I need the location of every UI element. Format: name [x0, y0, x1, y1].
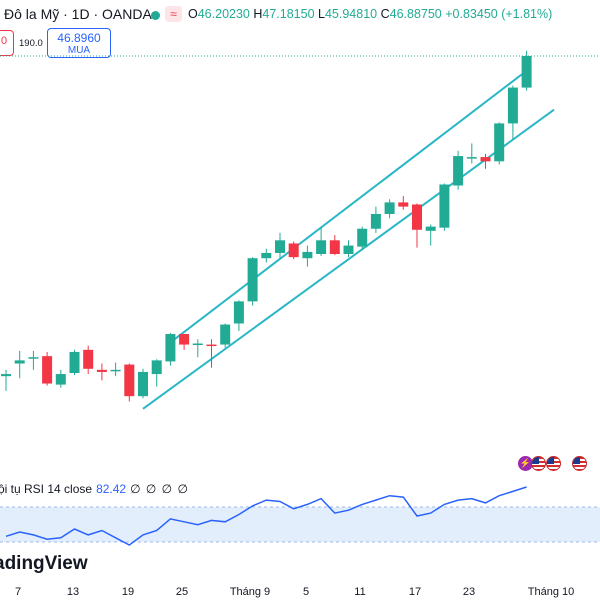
us-flag-icon[interactable]: [572, 456, 587, 471]
candle-up: [343, 245, 354, 254]
approx-icon[interactable]: ≈: [165, 6, 182, 22]
candle-up: [261, 252, 272, 259]
x-axis-tick: 13: [66, 586, 80, 598]
candle-down: [124, 364, 135, 397]
candle-down: [412, 204, 422, 230]
candle-up: [247, 258, 258, 302]
us-flag-icon[interactable]: [546, 456, 561, 471]
low-value: 45.94810: [324, 7, 378, 21]
candle-down: [83, 349, 94, 369]
x-axis-tick: 19: [121, 586, 135, 598]
high-value: 47.18150: [262, 7, 315, 21]
candle-up: [55, 374, 66, 385]
candle-up: [439, 184, 450, 228]
x-axis-tick: 11: [354, 586, 366, 598]
x-axis-tick: 23: [462, 586, 476, 598]
lightning-icon[interactable]: ⚡: [518, 456, 533, 471]
candle-up: [110, 369, 121, 372]
candle-up: [1, 374, 11, 377]
candle-up: [494, 123, 505, 162]
candle-up: [233, 301, 244, 324]
x-axis-tick: 17: [408, 586, 422, 598]
rsi-legend[interactable]: ội tụ RSI 14 close 82.42 ∅ ∅ ∅ ∅: [0, 482, 189, 496]
candle-down: [206, 344, 217, 347]
candle-down: [96, 369, 107, 372]
candle-up: [316, 240, 327, 254]
x-axis-tick: 7: [14, 586, 22, 598]
x-axis-tick: 25: [175, 586, 189, 598]
spread-value: 190.0: [19, 38, 43, 49]
candle-up: [28, 357, 39, 359]
buy-button[interactable]: 46.8960 MUA: [47, 28, 111, 58]
change-value: +0.83450 (+1.81%): [445, 7, 553, 21]
rsi-title: ội tụ RSI 14 close: [0, 482, 93, 496]
candle-up: [69, 351, 80, 373]
candle-up: [151, 360, 162, 375]
candle-down: [398, 202, 409, 207]
candle-down: [179, 334, 190, 345]
sell-price: 0: [1, 35, 8, 47]
close-label: C: [380, 7, 390, 21]
candle-down: [329, 240, 340, 254]
candle-down: [42, 356, 53, 384]
candle-down: [480, 157, 491, 162]
candle-up: [275, 240, 285, 253]
rsi-extra-values: ∅ ∅ ∅ ∅: [130, 482, 189, 496]
symbol-title[interactable]: Đô la Mỹ · 1D · OANDA: [4, 6, 152, 22]
candle-up: [138, 371, 148, 397]
candle-up: [357, 228, 368, 247]
x-axis-tick: 5: [302, 586, 310, 598]
rsi-line: [5, 486, 527, 546]
rsi-value: 82.42: [96, 482, 127, 496]
candle-up: [302, 251, 313, 259]
channel-lower-line: [142, 108, 555, 410]
rsi-band: [0, 507, 600, 542]
candle-up: [165, 334, 176, 362]
high-label: H: [253, 7, 263, 21]
low-label: L: [318, 7, 325, 21]
x-axis-tick: Tháng 10: [527, 586, 575, 598]
chart-header: Đô la Mỹ · 1D · OANDA ≈ O46.20230 H47.18…: [0, 4, 600, 24]
channel-upper-line: [169, 69, 528, 344]
open-value: 46.20230: [197, 7, 250, 21]
candle-up: [521, 56, 532, 88]
close-value: 46.88750: [389, 7, 442, 21]
candle-up: [507, 87, 518, 124]
us-flag-icon[interactable]: [531, 456, 546, 471]
buy-label: MUA: [67, 45, 91, 56]
open-label: O: [188, 7, 198, 21]
tradingview-logo[interactable]: adingView: [0, 553, 88, 574]
market-open-icon: [151, 11, 160, 20]
candle-up: [14, 360, 25, 364]
candle-up: [220, 324, 231, 345]
ohlc-readout: O46.20230 H47.18150 L45.94810 C46.88750 …: [188, 7, 552, 21]
candle-up: [192, 343, 203, 346]
candle-up: [384, 202, 395, 214]
x-axis-tick: Tháng 9: [229, 586, 271, 598]
buy-price: 46.8960: [57, 31, 101, 45]
candle-up: [370, 213, 381, 229]
candle-up: [425, 226, 436, 231]
candle-down: [288, 243, 299, 258]
candle-up: [453, 156, 464, 186]
candle-up: [466, 157, 477, 159]
